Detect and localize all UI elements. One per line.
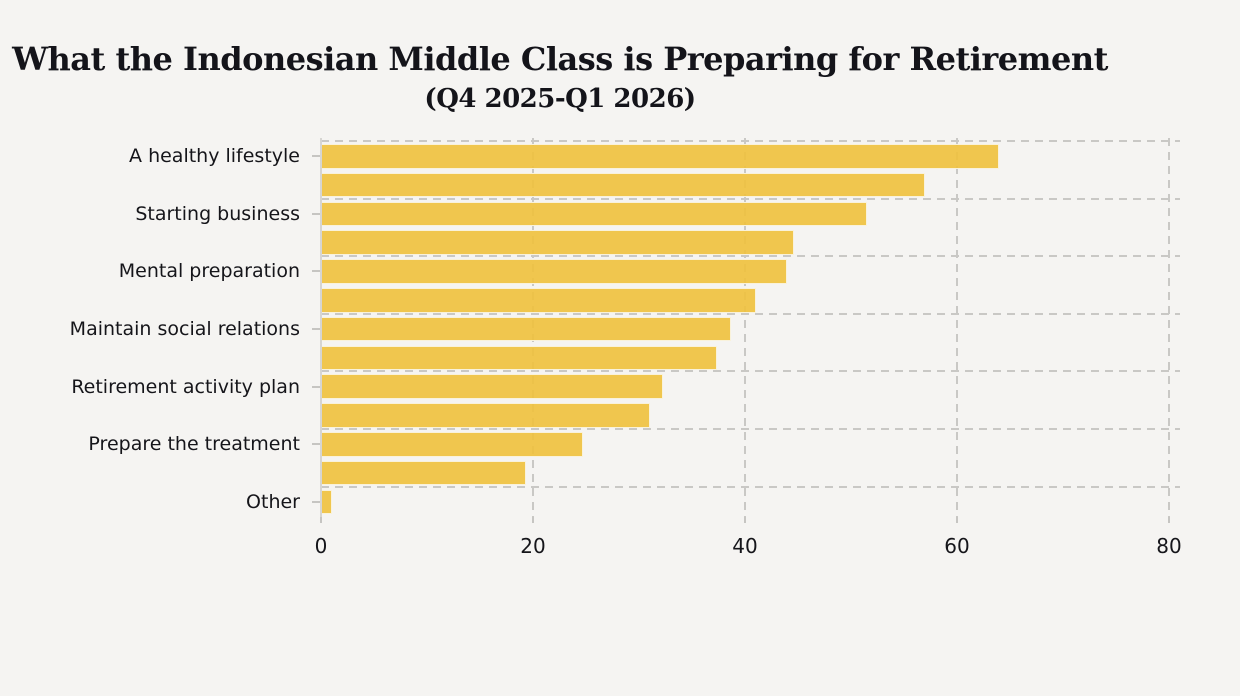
x-tick-label: 40: [732, 534, 758, 558]
plot-area: [320, 138, 1180, 523]
gridline-horizontal: [321, 428, 1180, 430]
gridline-horizontal: [321, 255, 1180, 258]
bar: [321, 259, 788, 284]
x-tick-label: 20: [520, 534, 546, 558]
y-tick-mark: [312, 500, 320, 503]
x-tick-mark: [744, 517, 746, 523]
gridline-vertical: [956, 138, 958, 517]
x-tick-mark: [1168, 517, 1170, 523]
x-tick-mark: [320, 517, 322, 523]
y-tick-label: Prepare the treatment: [88, 433, 300, 456]
bar: [321, 374, 664, 399]
y-tick-label: Mental preparation: [118, 260, 300, 283]
y-tick-label: Retirement activity plan: [71, 375, 300, 398]
y-tick-label: Other: [246, 490, 300, 513]
x-tick-label: 0: [314, 534, 328, 558]
gridline-horizontal: [321, 485, 1180, 488]
bar: [321, 288, 756, 313]
chart-subtitle: (Q4 2025-Q1 2026): [424, 84, 696, 114]
x-tick-mark: [956, 517, 958, 523]
x-tick-label: 80: [1156, 534, 1182, 558]
y-tick-label: Maintain social relations: [69, 318, 300, 341]
bar: [321, 489, 332, 515]
y-axis-line: [320, 138, 322, 519]
y-tick-label: A healthy lifestyle: [129, 145, 300, 168]
bar: [321, 432, 583, 457]
bar: [321, 172, 926, 198]
gridline-horizontal: [321, 312, 1180, 315]
bar: [321, 201, 867, 227]
gridline-vertical: [1168, 138, 1170, 517]
y-tick-mark: [312, 328, 320, 331]
x-tick-label: 60: [944, 534, 970, 558]
y-tick-label: Starting business: [135, 202, 300, 225]
gridline-vertical: [744, 138, 746, 517]
y-tick-mark: [312, 385, 320, 388]
bar: [321, 403, 650, 428]
y-tick-mark: [312, 155, 320, 158]
bar: [321, 144, 1000, 169]
bar: [321, 230, 794, 255]
gridline-horizontal: [321, 140, 1180, 142]
chart-title: What the Indonesian Middle Class is Prep…: [12, 40, 1108, 78]
x-tick-mark: [532, 517, 534, 523]
bar: [321, 460, 526, 486]
gridline-horizontal: [321, 370, 1180, 373]
y-tick-mark: [312, 212, 320, 215]
gridline-horizontal: [321, 197, 1180, 200]
y-tick-mark: [312, 443, 320, 446]
bar: [321, 345, 718, 371]
bar: [321, 316, 732, 342]
y-tick-mark: [312, 270, 320, 273]
